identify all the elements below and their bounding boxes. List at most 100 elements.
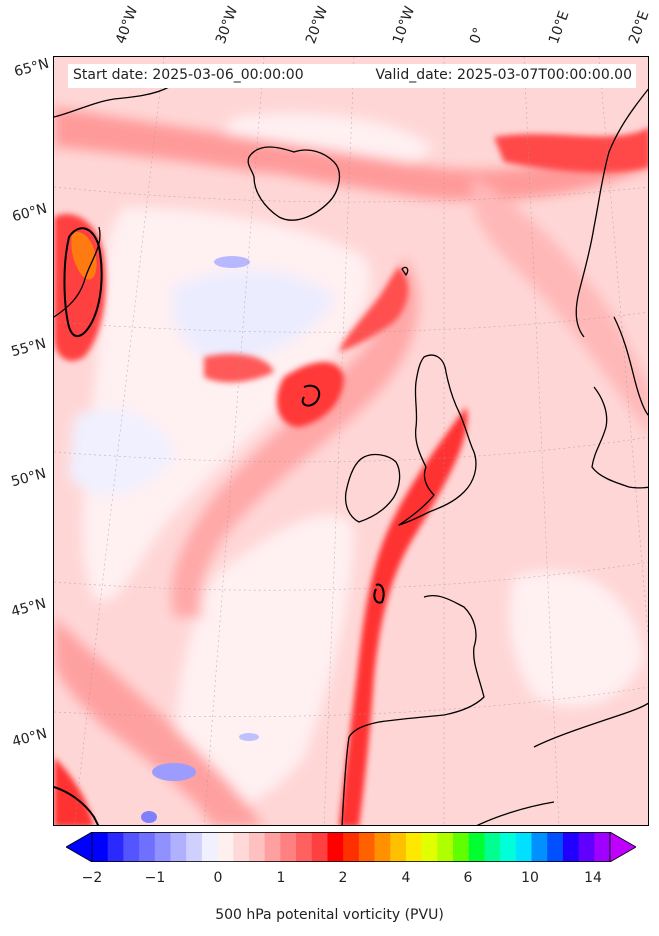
- colorbar-segment: [343, 832, 360, 862]
- coastline-greenland: [54, 86, 170, 118]
- lon-label-20e: 20°E: [625, 8, 653, 46]
- map-panel[interactable]: Start date: 2025-03-06_00:00:00 Valid_da…: [53, 56, 649, 826]
- colorbar-segment: [280, 832, 297, 862]
- start-date-label: Start date: 2025-03-06_00:00:00: [73, 67, 304, 83]
- coastline-france-spain: [348, 595, 485, 738]
- lon-label-10w: 10°W: [389, 4, 419, 46]
- high-pv-streamer-main: [339, 407, 468, 825]
- low-pv-region-south: [176, 515, 354, 810]
- high-pv-blob-west: [204, 353, 274, 383]
- colorbar-segment: [358, 832, 376, 862]
- very-high-pv-greenland: [71, 231, 97, 280]
- colorbar-segment: [374, 832, 391, 862]
- coastline-north-africa: [476, 801, 555, 825]
- coastline-faroe: [401, 266, 409, 276]
- colorbar-extend-high: [609, 832, 636, 862]
- colorbar-segment: [311, 832, 328, 862]
- negative-pv-patch-1: [214, 256, 250, 268]
- pv-contour-southwest: [54, 786, 100, 825]
- coastline-sweden: [613, 316, 648, 416]
- coastline-ireland: [344, 453, 401, 523]
- negative-pv-patch-2: [152, 763, 196, 781]
- colorbar-segment: [201, 832, 219, 862]
- colorbar-segment: [562, 832, 580, 862]
- colorbar-segment: [578, 832, 595, 862]
- high-pv-corner-southwest: [54, 757, 94, 825]
- coastline-great-britain: [398, 354, 477, 526]
- colorbar-segment: [233, 832, 250, 862]
- low-pv-region-west: [69, 409, 174, 495]
- lat-label-55n: 55°N: [9, 335, 48, 361]
- colorbar-segment: [327, 832, 344, 862]
- info-banner: Start date: 2025-03-06_00:00:00 Valid_da…: [68, 64, 636, 88]
- high-pv-blob-center: [276, 362, 344, 427]
- colorbar-segment: [92, 832, 109, 862]
- colorbar-tick-label: 1: [276, 870, 286, 886]
- colorbar-segment: [405, 832, 423, 862]
- colorbar-segment: [515, 832, 533, 862]
- lon-label-10e: 10°E: [545, 8, 573, 46]
- pv-2pvu-contours: [54, 227, 385, 825]
- coastline-norway: [575, 88, 648, 338]
- low-pv-region-east: [509, 570, 644, 707]
- lon-label-40w: 40°W: [112, 4, 142, 46]
- lat-label-65n: 65°N: [12, 55, 51, 81]
- coastline-mediterranean: [533, 702, 648, 748]
- colorbar-segment: [248, 832, 266, 862]
- colorbar-tick-label: 0: [213, 870, 223, 886]
- colorbar-segment: [154, 832, 171, 862]
- colorbar-tick-label: −1: [144, 870, 166, 886]
- low-pv-region-blue: [172, 270, 334, 367]
- coastline-iceland: [247, 146, 341, 221]
- colorbar-tick-label: 6: [463, 870, 473, 886]
- high-pv-streamer-upper: [339, 267, 409, 352]
- lon-label-30w: 30°W: [212, 4, 242, 46]
- colorbar-segment: [468, 832, 485, 862]
- colorbar-extend-low: [66, 832, 93, 862]
- colorbar-segment: [594, 832, 611, 862]
- colorbar-outline: [91, 832, 611, 862]
- colorbar-tick-label: −2: [81, 870, 103, 886]
- colorbar-tick-label: 14: [584, 870, 602, 886]
- lon-label-20w: 20°W: [302, 4, 332, 46]
- coastline-iberia: [341, 736, 350, 825]
- colorbar-segment: [170, 832, 187, 862]
- lat-label-60n: 60°N: [10, 200, 49, 226]
- pv-field-map: [54, 57, 648, 825]
- colorbar-title: 500 hPa potenital vorticity (PVU): [215, 907, 444, 923]
- colorbar-segment: [264, 832, 281, 862]
- lat-label-50n: 50°N: [9, 465, 48, 491]
- pv-contour-streamer: [373, 583, 385, 604]
- colorbar-segment: [531, 832, 548, 862]
- coastlines: [54, 86, 648, 825]
- negative-pv-patch-3: [141, 811, 157, 823]
- lat-label-45n: 45°N: [9, 595, 48, 621]
- pv-contour-center: [301, 384, 321, 407]
- pv-contour-greenland: [63, 227, 103, 337]
- high-pv-band-top-right: [494, 127, 648, 173]
- colorbar-segment: [437, 832, 454, 862]
- colorbar-segment: [123, 832, 140, 862]
- moderate-pv-band-southwest: [54, 617, 263, 825]
- colorbar-segment: [217, 832, 234, 862]
- colorbar: [66, 832, 636, 862]
- colorbar-segment: [186, 832, 203, 862]
- lon-label-0: 0°: [466, 25, 488, 46]
- colorbar-tick-label: 4: [401, 870, 411, 886]
- moderate-pv-band-diagonal: [171, 257, 419, 617]
- colorbar-segment: [296, 832, 313, 862]
- colorbar-segment: [453, 832, 470, 862]
- coastline-denmark: [591, 386, 648, 489]
- colorbar-tick-label: 2: [338, 870, 348, 886]
- negative-pv-patch-4: [239, 733, 259, 741]
- colorbar-segment: [421, 832, 438, 862]
- colorbar-segment: [500, 832, 517, 862]
- valid-date-label: Valid_date: 2025-03-07T00:00:00.00: [375, 67, 632, 83]
- colorbar-segment: [390, 832, 407, 862]
- colorbar-segment: [484, 832, 501, 862]
- lat-label-40n: 40°N: [10, 725, 49, 751]
- colorbar-tick-label: 10: [521, 870, 539, 886]
- colorbar-segment: [107, 832, 124, 862]
- colorbar-segment: [547, 832, 564, 862]
- moderate-pv-band-north: [54, 107, 648, 201]
